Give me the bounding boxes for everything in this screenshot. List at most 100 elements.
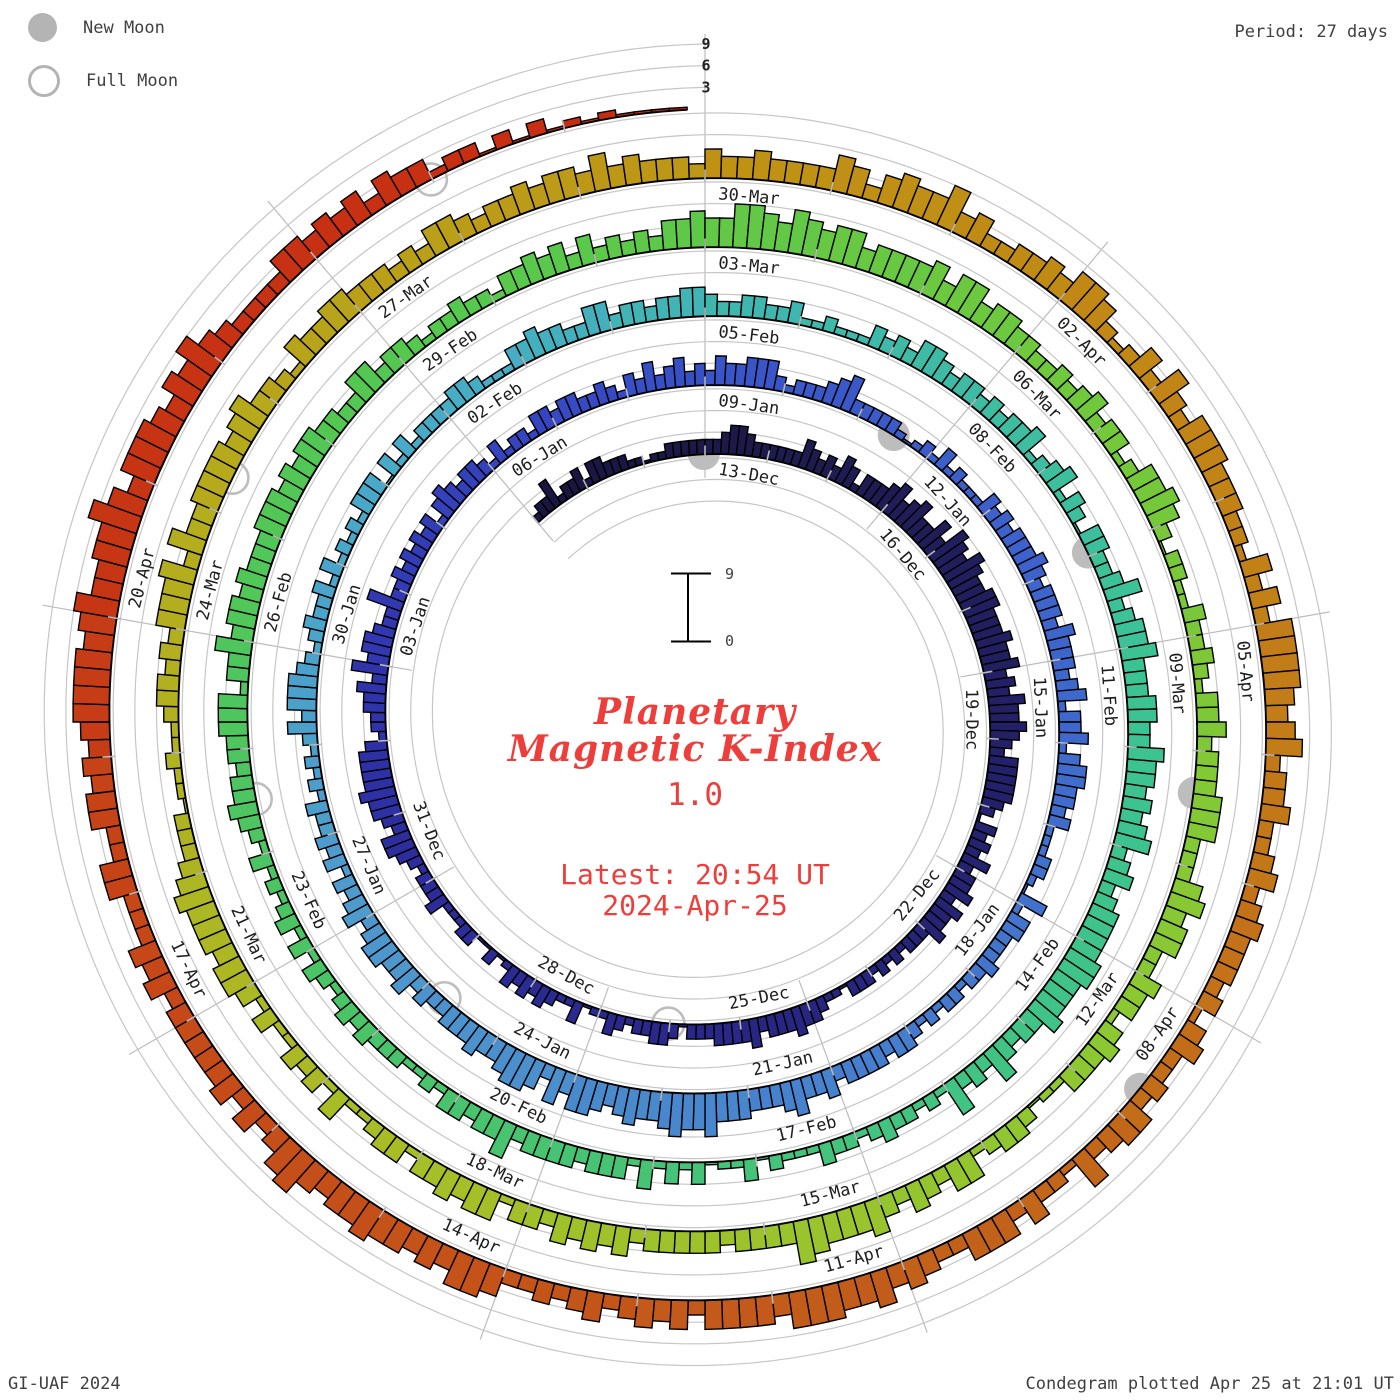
day-tick bbox=[924, 550, 936, 560]
k-bar bbox=[967, 835, 992, 855]
k-bar bbox=[210, 440, 245, 471]
k-bar bbox=[881, 482, 914, 517]
day-tick bbox=[1085, 552, 1098, 559]
day-tick bbox=[458, 232, 466, 245]
day-tick bbox=[979, 670, 993, 675]
date-label: 09-Mar bbox=[1164, 652, 1189, 715]
k-bar bbox=[239, 680, 249, 697]
k-bar bbox=[362, 630, 395, 649]
legend-new-moon: New Moon bbox=[28, 13, 165, 42]
k-bar bbox=[617, 1295, 639, 1321]
k-bar bbox=[655, 157, 675, 182]
k-bar bbox=[974, 629, 1014, 650]
scale-bar-bottom-label: 0 bbox=[725, 632, 734, 650]
k-bar bbox=[668, 1092, 685, 1138]
radial-axis-labels: 3 6 9 bbox=[701, 35, 710, 96]
k-bar bbox=[142, 970, 179, 1001]
day-tick bbox=[549, 1135, 556, 1148]
k-bar bbox=[333, 1000, 362, 1027]
k-bar bbox=[301, 958, 329, 983]
k-bar bbox=[405, 333, 427, 357]
day-tick bbox=[948, 223, 956, 236]
k-bar bbox=[668, 106, 688, 112]
k-bar bbox=[695, 1023, 706, 1040]
k-bar bbox=[295, 661, 320, 678]
k-bar bbox=[531, 1278, 556, 1306]
k-bar bbox=[90, 773, 116, 795]
k-bar bbox=[696, 438, 706, 456]
k-bar bbox=[592, 300, 613, 334]
k-bar bbox=[873, 958, 892, 978]
k-bar bbox=[498, 964, 522, 989]
k-bar bbox=[452, 212, 479, 242]
k-bar bbox=[1265, 721, 1296, 740]
k-bar bbox=[362, 471, 389, 497]
day-tick bbox=[427, 170, 435, 184]
footer-plotted: Condegram plotted Apr 25 at 21:01 UT bbox=[1025, 1374, 1394, 1394]
k-bar bbox=[899, 934, 918, 954]
k-bar bbox=[1046, 813, 1072, 832]
k-bar bbox=[312, 766, 323, 780]
k-bar bbox=[704, 293, 719, 317]
day-tick bbox=[828, 1062, 835, 1076]
k-bar bbox=[742, 1157, 760, 1183]
k-bar bbox=[887, 946, 905, 966]
k-bar bbox=[604, 233, 624, 260]
k-bar bbox=[729, 1159, 745, 1170]
k-bar bbox=[1057, 700, 1067, 713]
day-tick bbox=[641, 455, 646, 469]
k-bar bbox=[892, 428, 908, 442]
day-tick bbox=[365, 910, 378, 919]
k-bar bbox=[1262, 669, 1302, 691]
k-bar bbox=[715, 1091, 729, 1123]
k-bar bbox=[300, 709, 318, 723]
k-bar bbox=[948, 466, 969, 486]
k-bar bbox=[300, 1065, 329, 1094]
k-bar bbox=[975, 811, 983, 823]
k-bar bbox=[263, 1136, 304, 1177]
day-tick bbox=[531, 515, 542, 527]
k-bar bbox=[628, 1226, 647, 1245]
k-bar bbox=[992, 1124, 1019, 1153]
new-moon-label: New Moon bbox=[83, 17, 165, 38]
day-tick bbox=[261, 850, 275, 856]
k-bar bbox=[591, 455, 609, 481]
k-bar bbox=[162, 705, 180, 723]
k-bar bbox=[635, 1158, 655, 1191]
k-bar bbox=[941, 551, 986, 584]
k-bar bbox=[341, 902, 375, 929]
grid-spiral-k6 bbox=[65, 65, 1311, 1345]
k-bar bbox=[453, 921, 474, 940]
k-bar bbox=[1191, 662, 1210, 680]
k-bar bbox=[106, 486, 149, 518]
k-bar bbox=[1014, 425, 1047, 456]
day-tick bbox=[246, 979, 259, 988]
k-bar bbox=[610, 1224, 632, 1258]
k-bar bbox=[927, 529, 970, 564]
k-bar bbox=[370, 263, 398, 293]
k-bar bbox=[72, 684, 111, 706]
k-bar bbox=[273, 912, 302, 936]
day-tick bbox=[171, 751, 185, 754]
k-bar bbox=[979, 395, 1006, 422]
day-tick bbox=[240, 747, 254, 750]
k-bar bbox=[217, 692, 249, 710]
k-bar bbox=[704, 1023, 715, 1040]
latest-date: 2024-Apr-25 bbox=[602, 888, 788, 922]
day-tick bbox=[492, 1033, 501, 1046]
k-bar bbox=[869, 1266, 899, 1309]
date-label: 11-Feb bbox=[1096, 664, 1120, 727]
k-bar bbox=[839, 1058, 860, 1085]
day-tick bbox=[435, 521, 447, 531]
k-bar bbox=[904, 1178, 932, 1214]
k-bar bbox=[964, 212, 996, 247]
k-bar bbox=[1128, 346, 1164, 380]
k-bar bbox=[1075, 390, 1110, 423]
k-bar bbox=[98, 857, 134, 884]
k-bar bbox=[353, 360, 386, 394]
k-bar bbox=[247, 851, 275, 873]
k-bar bbox=[616, 453, 630, 472]
day-tick bbox=[416, 1148, 425, 1161]
k-bar bbox=[962, 1060, 989, 1089]
k-bar bbox=[217, 707, 249, 723]
